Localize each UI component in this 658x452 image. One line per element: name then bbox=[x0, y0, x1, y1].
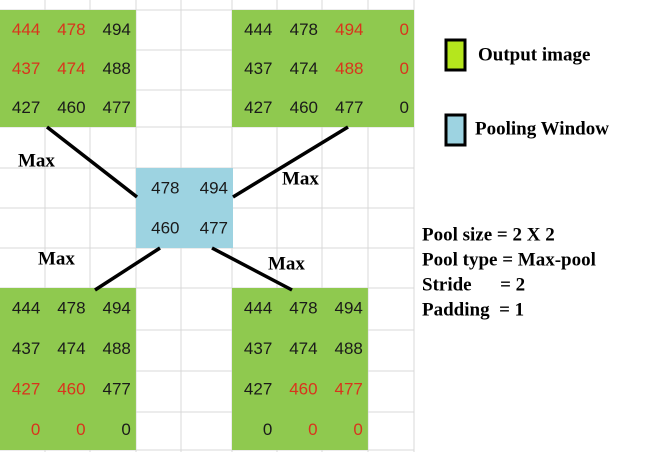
cell-value: 0 bbox=[400, 20, 409, 39]
cell-value: 488 bbox=[103, 339, 131, 358]
cell-value: 0 bbox=[400, 59, 409, 78]
blocks: 444 478 494 437 474 488 427 460 477 444 478 494 0 437… bbox=[0, 10, 414, 450]
cell-value: 444 bbox=[12, 299, 40, 318]
info-line: Pool size = 2 X 2 bbox=[422, 224, 555, 245]
block bbox=[232, 288, 368, 450]
legend-label: Output image bbox=[478, 44, 590, 65]
cell-value: 0 bbox=[31, 420, 40, 439]
info-line: Padding = 1 bbox=[422, 299, 524, 320]
legend-swatch bbox=[444, 113, 467, 147]
cell-value: 494 bbox=[335, 299, 363, 318]
cell-value: 427 bbox=[12, 98, 40, 117]
cell-value: 477 bbox=[103, 98, 131, 117]
cell-value: 460 bbox=[290, 98, 318, 117]
connector bbox=[211, 246, 293, 292]
cell-value: 460 bbox=[289, 380, 317, 399]
cell-value: 460 bbox=[151, 218, 179, 237]
cell-value: 474 bbox=[290, 59, 318, 78]
max-label: Max bbox=[38, 248, 75, 269]
cell-value: 437 bbox=[244, 339, 272, 358]
cell-value: 478 bbox=[289, 299, 317, 318]
cell-value: 444 bbox=[244, 20, 272, 39]
cell-value: 494 bbox=[103, 299, 131, 318]
block bbox=[0, 10, 136, 127]
cell-value: 494 bbox=[200, 178, 228, 197]
info-line: Pool type = Max-pool bbox=[422, 249, 596, 270]
legend-swatch bbox=[444, 38, 467, 72]
cell-value: 437 bbox=[244, 59, 272, 78]
block bbox=[0, 288, 136, 450]
cell-value: 488 bbox=[103, 59, 131, 78]
cell-value: 474 bbox=[289, 339, 317, 358]
cell-value: 477 bbox=[103, 380, 131, 399]
cell-value: 460 bbox=[57, 380, 85, 399]
cell-value: 474 bbox=[57, 339, 85, 358]
cell-value: 444 bbox=[12, 20, 40, 39]
cell-value: 488 bbox=[335, 59, 363, 78]
cell-value: 427 bbox=[244, 98, 272, 117]
cell-value: 0 bbox=[308, 420, 317, 439]
cell-value: 427 bbox=[12, 380, 40, 399]
legend-label: Pooling Window bbox=[475, 118, 609, 139]
info-line: Stride = 2 bbox=[422, 274, 525, 295]
connector bbox=[45, 125, 139, 199]
cell-value: 460 bbox=[57, 98, 85, 117]
cell-value: 488 bbox=[335, 339, 363, 358]
cell-value: 477 bbox=[335, 380, 363, 399]
max-label: Max bbox=[18, 150, 55, 171]
connector bbox=[232, 125, 349, 199]
cell-value: 478 bbox=[290, 20, 318, 39]
block bbox=[232, 10, 414, 127]
cell-value: 0 bbox=[353, 420, 362, 439]
connector bbox=[94, 246, 161, 292]
cell-value: 494 bbox=[103, 20, 131, 39]
cell-value: 477 bbox=[335, 98, 363, 117]
cell-value: 437 bbox=[12, 59, 40, 78]
cell-value: 478 bbox=[57, 20, 85, 39]
cell-value: 478 bbox=[57, 299, 85, 318]
cell-value: 478 bbox=[151, 178, 179, 197]
cell-value: 0 bbox=[76, 420, 85, 439]
cell-value: 427 bbox=[244, 380, 272, 399]
max-label: Max bbox=[282, 168, 319, 189]
cell-value: 437 bbox=[12, 339, 40, 358]
max-label: Max bbox=[268, 253, 305, 274]
cell-value: 0 bbox=[400, 98, 409, 117]
block bbox=[136, 168, 233, 248]
cell-value: 477 bbox=[200, 218, 228, 237]
cell-value: 0 bbox=[263, 420, 272, 439]
cell-value: 444 bbox=[244, 299, 272, 318]
cell-value: 0 bbox=[121, 420, 130, 439]
cell-value: 494 bbox=[335, 20, 363, 39]
cell-value: 474 bbox=[57, 59, 85, 78]
